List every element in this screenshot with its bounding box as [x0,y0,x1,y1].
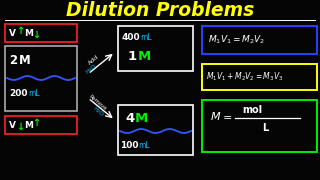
Text: 2: 2 [9,53,17,66]
Text: H₂O: H₂O [85,63,98,75]
Text: ↓: ↓ [32,30,40,40]
Text: mL: mL [138,141,150,150]
Text: H₂O: H₂O [92,106,105,118]
Text: ↑: ↑ [16,26,24,36]
Text: V: V [9,28,16,37]
Text: 100: 100 [120,141,139,150]
Text: $M$: $M$ [210,110,221,122]
Text: 1: 1 [128,50,137,62]
Bar [5,24,77,42]
Text: Remove: Remove [88,94,108,112]
Text: 4: 4 [125,111,134,125]
Bar [202,100,317,152]
Text: V: V [9,120,16,129]
Text: 200: 200 [9,89,28,98]
Text: M: M [138,50,151,62]
Text: M: M [24,120,33,129]
Bar [202,64,317,90]
Text: Dilution Problems: Dilution Problems [66,1,254,21]
Text: mL: mL [140,33,152,42]
Text: mol: mol [242,105,262,115]
Bar [5,46,77,111]
Text: ↓: ↓ [16,122,24,132]
Bar [202,26,317,54]
Text: 400: 400 [122,33,140,42]
Text: M: M [19,53,31,66]
Text: $M_1V_1 + M_2V_2 = M_3V_3$: $M_1V_1 + M_2V_2 = M_3V_3$ [206,71,283,83]
Text: M: M [24,28,33,37]
Text: $M_1V_1 = M_2V_2$: $M_1V_1 = M_2V_2$ [208,34,265,46]
Text: L: L [262,123,268,133]
Text: Add: Add [87,54,100,66]
Bar [118,105,193,155]
Text: $=$: $=$ [220,111,232,121]
Text: ↑: ↑ [32,118,40,128]
Text: M: M [135,111,148,125]
Text: mL: mL [28,89,40,98]
Bar [5,116,77,134]
Bar [118,26,193,71]
